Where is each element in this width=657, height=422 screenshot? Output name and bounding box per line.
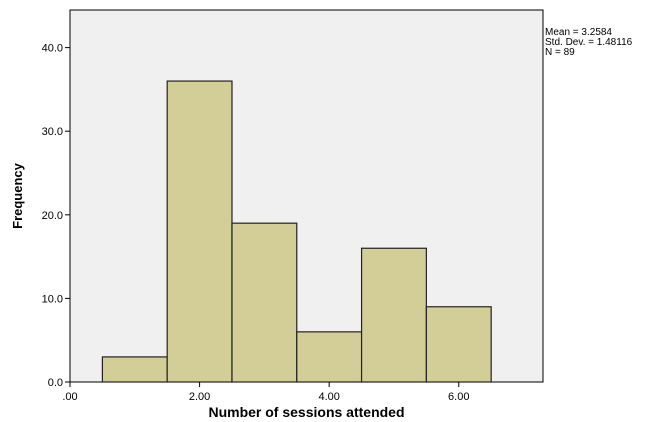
histogram-bar [231,222,298,383]
histogram-bar [101,356,168,383]
y-axis-label: Frequency [10,162,25,229]
histogram-bar [425,306,492,383]
x-axis-label: Number of sessions attended [208,404,404,420]
histogram-bar [296,331,363,383]
x-tick-label: 4.00 [318,391,339,403]
mean-stat: Mean = 3.2584 [545,27,612,38]
bars-group [101,80,492,383]
y-tick-label: 0.0 [48,377,63,389]
y-tick-label: 20.0 [42,210,63,222]
y-tick-label: 40.0 [42,43,63,55]
x-tick-label: 6.00 [448,391,469,403]
n-stat: N = 89 [545,47,575,58]
std-dev-stat: Std. Dev. = 1.48116 [545,37,633,48]
histogram-bar [360,247,427,383]
y-tick-label: 10.0 [42,293,63,305]
axes-group: 0.0 10.0 20.0 30.0 40.0 .00 2.00 4.00 6.00 [42,43,470,403]
y-tick-label: 30.0 [42,126,63,138]
histogram-bar [166,80,233,383]
statistics-legend: Mean = 3.2584 Std. Dev. = 1.48116 N = 89 [545,28,632,58]
x-tick-label: 2.00 [189,391,210,403]
x-tick-label: .00 [62,391,77,403]
